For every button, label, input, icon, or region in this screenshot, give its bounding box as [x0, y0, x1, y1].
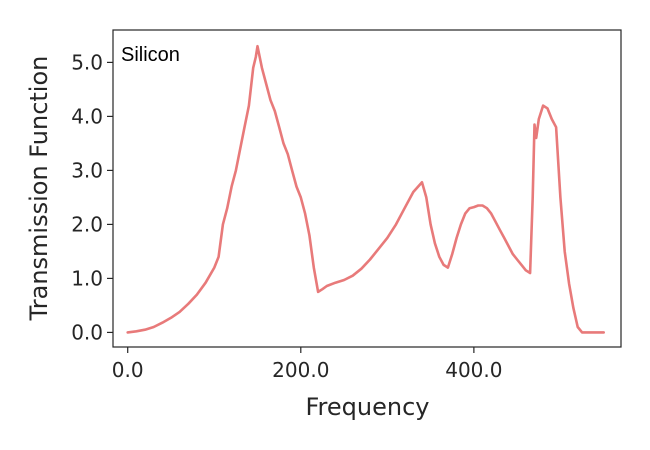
y-tick-label: 4.0 [71, 104, 103, 128]
y-tick-label: 0.0 [71, 320, 103, 344]
chart-annotation: Silicon [121, 44, 180, 66]
plot-frame [112, 29, 622, 348]
x-tick-label: 200.0 [272, 358, 329, 382]
transmission-line [126, 44, 606, 334]
x-axis-label: Frequency [306, 393, 430, 421]
y-tick-label: 5.0 [71, 50, 103, 74]
y-axis-label: Transmission Function [25, 56, 53, 322]
x-tick-label: 0.0 [112, 358, 144, 382]
y-axis-ticks: 0.0 1.0 2.0 3.0 4.0 5.0 [71, 50, 113, 344]
y-tick-label: 2.0 [71, 212, 103, 236]
plot-border [112, 29, 622, 348]
series-layer [126, 44, 606, 334]
y-tick-label: 3.0 [71, 158, 103, 182]
x-tick-label: 400.0 [445, 358, 502, 382]
y-tick-label: 1.0 [71, 266, 103, 290]
x-axis-ticks: 0.0 200.0 400.0 [112, 347, 503, 382]
